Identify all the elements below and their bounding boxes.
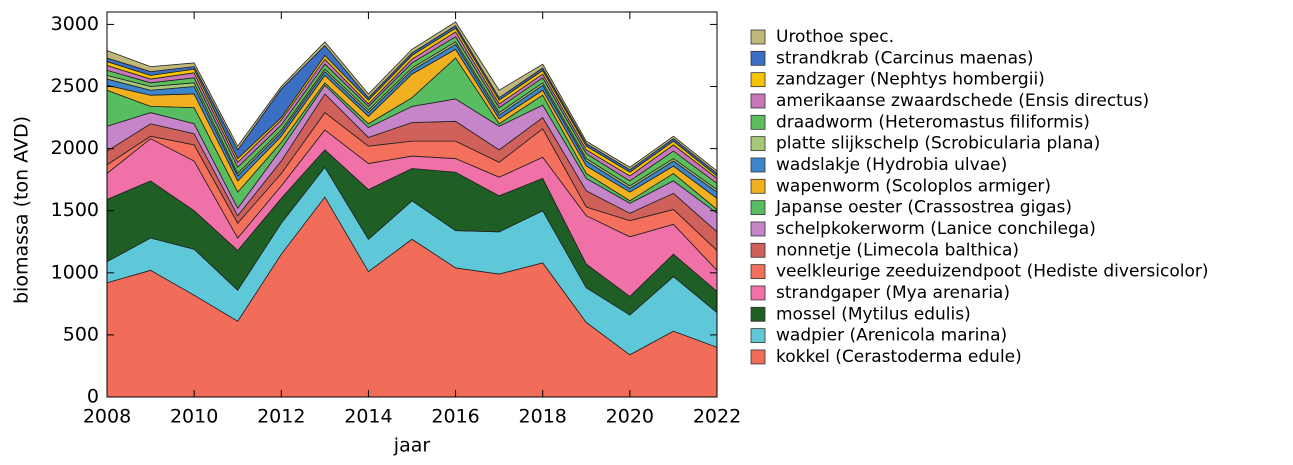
legend-label: zandzager (Nephtys hombergii) — [776, 70, 1045, 90]
legend-swatch — [750, 285, 766, 301]
legend-label: Urothoe spec. — [776, 27, 894, 47]
legend-label: wadslakje (Hydrobia ulvae) — [776, 155, 1007, 175]
legend-label: wapenworm (Scoloplos armiger) — [776, 176, 1051, 196]
x-tick-label: 2014 — [344, 406, 392, 428]
y-tick-label: 1000 — [51, 261, 99, 283]
legend-label: mossel (Mytilus edulis) — [776, 304, 971, 324]
x-tick-label: 2018 — [519, 406, 567, 428]
x-tick-label: 2016 — [431, 406, 479, 428]
legend-swatch — [750, 349, 766, 365]
legend-swatch — [750, 264, 766, 280]
y-tick-label: 0 — [87, 386, 99, 408]
legend-label: schelpkokerworm (Lanice conchilega) — [776, 219, 1096, 239]
legend-swatch — [750, 136, 766, 152]
legend-swatch — [750, 200, 766, 216]
legend-label: platte slijkschelp (Scrobicularia plana) — [776, 134, 1100, 154]
legend-swatch — [750, 93, 766, 109]
x-tick-label: 2010 — [170, 406, 218, 428]
legend-swatch — [750, 178, 766, 194]
legend-swatch — [750, 328, 766, 344]
y-tick-label: 500 — [63, 323, 99, 345]
legend-label: kokkel (Cerastoderma edule) — [776, 347, 1022, 367]
plot-frame — [106, 11, 718, 398]
y-tick-label: 3000 — [51, 13, 99, 35]
x-axis-label: jaar — [393, 435, 431, 457]
legend-swatch — [750, 29, 766, 45]
y-tick-label: 2500 — [51, 75, 99, 97]
legend-label: wadpier (Arenicola marina) — [776, 326, 1007, 346]
legend-swatch — [750, 221, 766, 237]
legend-swatch — [750, 72, 766, 88]
legend-label: draadworm (Heteromastus filiformis) — [776, 112, 1090, 132]
legend-label: amerikaanse zwaardschede (Ensis directus… — [776, 91, 1149, 111]
legend-swatch — [750, 306, 766, 322]
x-tick-label: 2020 — [606, 406, 654, 428]
x-tick-label: 2022 — [693, 406, 741, 428]
legend-swatch — [750, 157, 766, 173]
legend-label: strandkrab (Carcinus maenas) — [776, 48, 1033, 68]
legend-swatch — [750, 114, 766, 130]
x-tick-label: 2008 — [83, 406, 131, 428]
legend-label: nonnetje (Limecola balthica) — [776, 240, 1019, 260]
y-axis-label: biomassa (ton AVD) — [11, 116, 33, 304]
legend-label: Japanse oester (Crassostrea gigas) — [775, 198, 1072, 218]
legend-label: strandgaper (Mya arenaria) — [776, 283, 1010, 303]
legend-swatch — [750, 50, 766, 66]
legend-label: veelkleurige zeeduizendpoot (Hediste div… — [776, 262, 1208, 282]
y-tick-label: 2000 — [51, 137, 99, 159]
x-tick-label: 2012 — [257, 406, 305, 428]
legend-swatch — [750, 242, 766, 258]
y-tick-label: 1500 — [51, 199, 99, 221]
